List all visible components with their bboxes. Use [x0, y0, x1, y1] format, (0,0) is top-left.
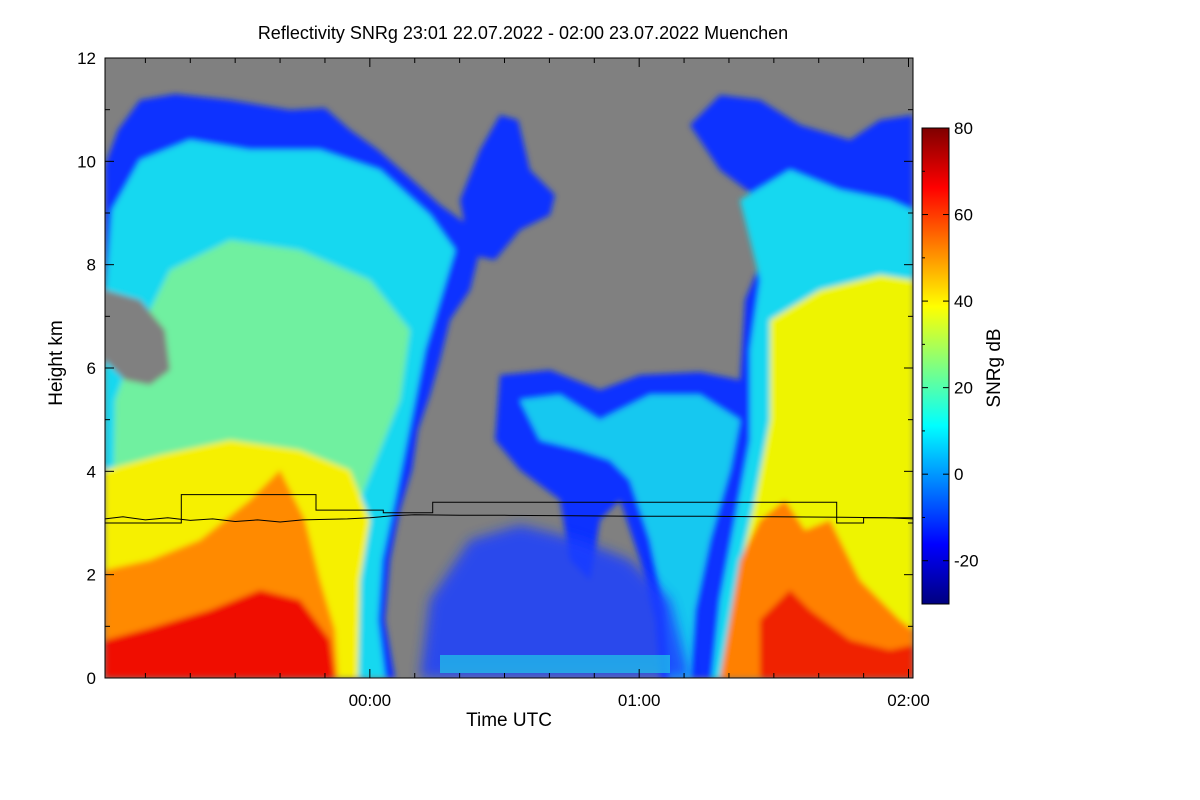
x-axis-label: Time UTC	[466, 710, 552, 731]
cloud-mid-lower-cyan	[520, 395, 740, 678]
ground-speckle	[420, 525, 690, 678]
y-tick-label: 12	[77, 49, 96, 68]
overlay-line-2	[105, 514, 913, 523]
y-tick-label: 10	[77, 152, 96, 171]
overlay-lines	[105, 494, 913, 524]
y-tick-label: 2	[87, 566, 96, 585]
colorbar	[921, 127, 950, 605]
y-tick-label: 8	[87, 256, 96, 275]
cloud-mid-anvil	[460, 115, 555, 260]
x-tick-label: 02:00	[887, 691, 930, 710]
y-tick-label: 6	[87, 359, 96, 378]
chart-title: Reflectivity SNRg 23:01 22.07.2022 - 02:…	[258, 23, 788, 43]
colorbar-ticks: -20 0 20 40 60 80	[922, 119, 979, 605]
colorbar-tick-label: 80	[954, 119, 973, 138]
colorbar-tick-label: 40	[954, 292, 973, 311]
left-edge-gap	[105, 290, 170, 385]
y-axis-label: Height km	[46, 320, 67, 406]
x-tick-label: 00:00	[349, 691, 392, 710]
y-axis: 0 2 4 6 8 10 12	[77, 49, 913, 688]
colorbar-tick-label: 0	[954, 465, 963, 484]
cloud-left-red	[105, 590, 335, 678]
y-tick-label: 0	[87, 669, 96, 688]
colorbar-label: SNRg dB	[984, 328, 1005, 407]
overlay-line-1	[105, 494, 913, 524]
x-tick-label: 01:00	[618, 691, 661, 710]
plot-area	[105, 58, 913, 678]
ground-speckle-cyan	[440, 655, 670, 673]
cloud-right-red	[760, 590, 913, 678]
y-tick-label: 4	[87, 462, 96, 481]
colorbar-tick-label: 60	[954, 206, 973, 225]
x-axis: 00:00 01:00 02:00	[144, 58, 930, 710]
heatmap-field	[105, 94, 913, 678]
colorbar-tick-label: 20	[954, 379, 973, 398]
colorbar-tick-label: -20	[954, 552, 979, 571]
